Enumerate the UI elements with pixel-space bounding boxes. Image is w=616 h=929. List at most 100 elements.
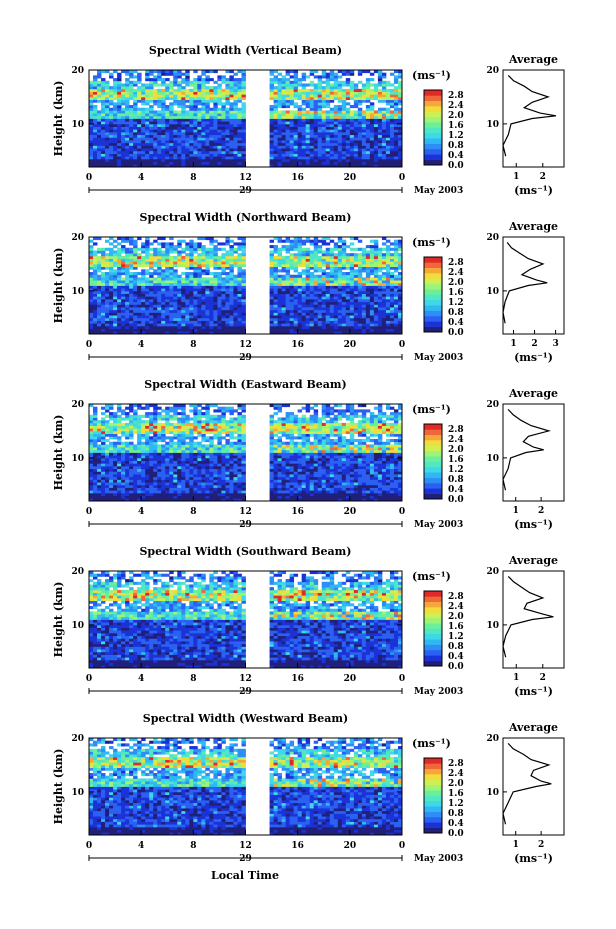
heatmap-cell [329,134,335,138]
heatmap-cell [145,315,150,319]
heatmap-cell [353,290,359,294]
heatmap-cell [337,323,343,327]
heatmap-cell [129,91,134,95]
heatmap-cell [177,317,182,321]
heatmap-cell [309,161,315,165]
heatmap-cell [129,304,134,308]
heatmap-cell [373,129,379,133]
heatmap-cell [305,123,311,127]
heatmap-cell [177,121,182,125]
heatmap-cell [373,134,379,138]
heatmap-cell [325,96,331,101]
heatmap-cell [281,148,287,152]
heatmap-cell [385,253,391,257]
heatmap-cell [97,288,102,292]
heatmap-cell [101,78,106,82]
heatmap-cell [109,142,114,146]
heatmap-cell [93,482,98,486]
heatmap-cell [217,282,222,286]
heatmap-cell [117,266,122,270]
heatmap-cell [321,307,327,311]
heatmap-cell [117,250,122,254]
heatmap-cell [293,145,299,149]
heatmap-cell [221,323,226,327]
heatmap-cell [325,75,331,79]
heatmap-cell [277,96,283,101]
heatmap-cell [101,288,106,292]
heatmap-cell [89,121,94,125]
heatmap-cell [101,123,106,127]
heatmap-cell [105,115,110,119]
heatmap-cell [205,258,210,262]
heatmap-cell [333,255,339,259]
heatmap-cell [337,245,343,249]
heatmap-cell [301,304,307,308]
heatmap-cell [201,320,206,324]
heatmap-cell [345,88,351,92]
heatmap-cell [89,288,94,292]
heatmap-cell [177,245,182,249]
heatmap-cell [301,86,307,90]
heatmap-cell [393,309,399,313]
heatmap-cell [293,94,299,98]
heatmap-cell [277,88,283,92]
heatmap-cell [193,315,198,319]
heatmap-cell [101,272,106,276]
heatmap-cell [397,83,403,87]
heatmap-cell [229,263,234,268]
heatmap-cell [237,325,242,330]
heatmap-cell [269,96,274,101]
heatmap-cell [113,293,118,297]
heatmap-cell [345,331,351,335]
heatmap-cell [197,148,202,152]
x-tick-label: 0 [86,340,92,350]
heatmap-cell [213,282,218,286]
heatmap-cell [365,320,371,324]
heatmap-cell [97,492,102,497]
heatmap-cell [337,94,343,98]
heatmap-cell [209,96,214,101]
heatmap-cell [101,115,106,119]
heatmap-cell [353,88,359,92]
heatmap-cell [109,86,114,90]
heatmap-cell [213,309,218,313]
heatmap-cell [189,312,194,316]
heatmap-cell [129,263,134,268]
heatmap-cell [309,118,315,122]
heatmap-cell [325,328,331,332]
heatmap-cell [369,83,375,87]
heatmap-cell [141,277,146,281]
heatmap-cell [381,156,387,160]
heatmap-cell [133,325,138,330]
heatmap-cell [153,253,158,257]
heatmap-cell [269,331,274,335]
heatmap-cell [145,129,150,133]
heatmap-cell [185,328,190,332]
heatmap-cell [93,290,98,294]
heatmap-cell [337,288,343,292]
heatmap-cell [361,115,367,119]
heatmap-cell [297,134,303,138]
heatmap-cell [229,134,234,138]
heatmap-cell [241,129,246,133]
heatmap-cell [177,99,182,103]
heatmap-cell [329,325,335,330]
heatmap-cell [289,309,295,313]
heatmap-cell [365,301,371,305]
heatmap-cell [197,242,202,246]
heatmap-cell [213,134,218,138]
heatmap-cell [397,150,403,154]
heatmap-cell [377,121,383,125]
heatmap-cell [285,331,291,335]
heatmap-cell [149,309,154,313]
heatmap-cell [389,140,395,144]
heatmap-cell [281,288,287,292]
heatmap-cell [269,263,274,268]
heatmap-cell [109,164,114,168]
heatmap-cell [293,290,299,294]
heatmap-cell [385,131,391,136]
heatmap-cell [137,88,142,92]
heatmap-cell [381,312,387,316]
heatmap-cell [305,161,311,165]
heatmap-cell [285,255,291,259]
